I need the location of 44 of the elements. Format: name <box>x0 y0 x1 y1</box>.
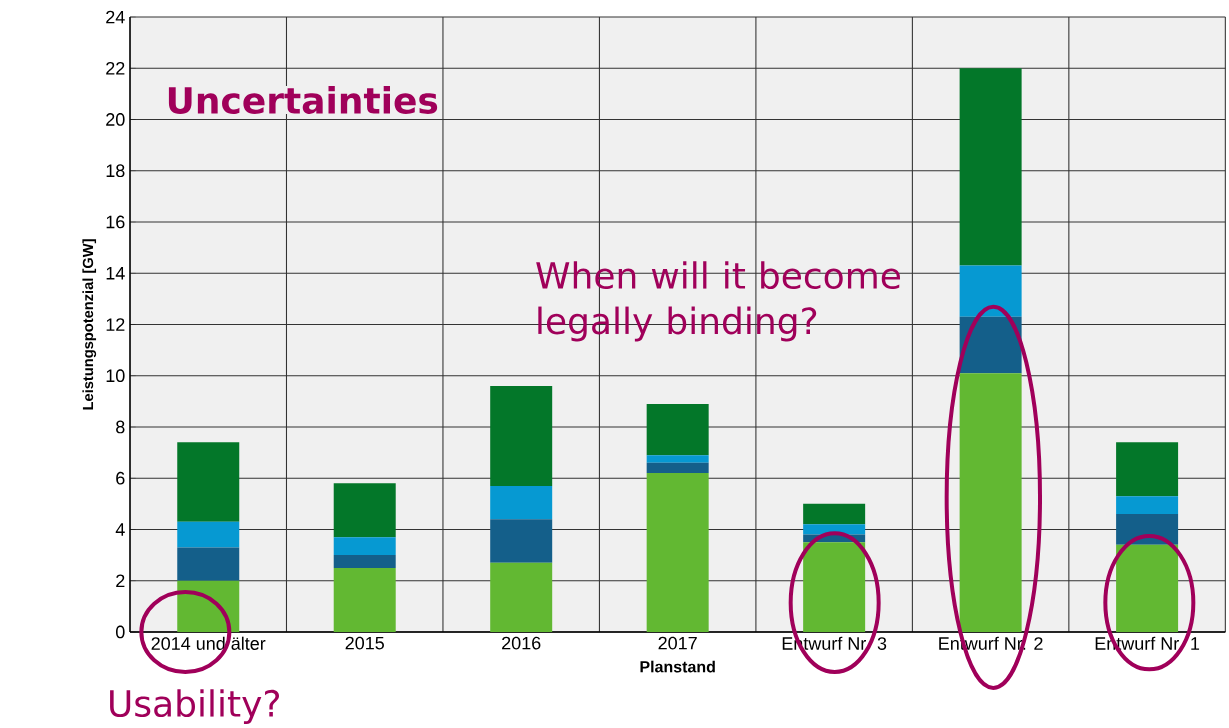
y-tick-label: 16 <box>106 215 125 229</box>
y-tick-label: 12 <box>106 318 125 331</box>
x-tick-label: 2014 und älter <box>151 636 266 650</box>
bar <box>490 485 553 520</box>
y-tick-label: 0 <box>116 625 125 639</box>
bar <box>646 462 709 474</box>
y-tick-label: 14 <box>106 267 125 280</box>
y-tick-label: 18 <box>106 164 125 178</box>
bar <box>646 473 709 632</box>
bar <box>177 547 240 581</box>
annotation: Uncertainties <box>168 86 438 114</box>
x-tick-label: 2015 <box>345 636 384 650</box>
y-tick-label: 6 <box>116 471 125 485</box>
bar <box>959 373 1022 632</box>
x-axis-title: Planstand <box>640 660 715 673</box>
y-tick-label: 24 <box>106 10 125 24</box>
bar <box>333 483 396 538</box>
bar <box>177 521 240 548</box>
y-tick-label: 8 <box>116 420 125 434</box>
bar <box>490 385 553 486</box>
bar <box>803 542 866 632</box>
y-tick-label: 22 <box>106 61 125 75</box>
bar <box>1116 496 1179 515</box>
y-tick-label: 2 <box>116 574 125 588</box>
bar <box>333 555 396 568</box>
bar <box>646 455 709 463</box>
bar <box>333 537 396 556</box>
bar <box>959 68 1022 266</box>
bar <box>959 265 1022 317</box>
y-tick-label: 20 <box>106 113 125 126</box>
bar <box>333 567 396 632</box>
bar <box>803 503 866 525</box>
bar <box>1116 442 1179 497</box>
bar <box>490 562 553 632</box>
bar <box>177 442 240 522</box>
y-tick-label: 10 <box>106 369 125 383</box>
y-axis-title: Leistungspotenzial [GW] <box>82 239 97 410</box>
x-tick-label: 2016 <box>502 636 541 650</box>
bar <box>490 519 553 563</box>
bar <box>1116 544 1179 632</box>
x-tick-label: 2017 <box>658 636 697 650</box>
text: Usability? <box>110 689 280 725</box>
y-tick-label: 4 <box>115 523 125 536</box>
bar <box>646 403 709 456</box>
